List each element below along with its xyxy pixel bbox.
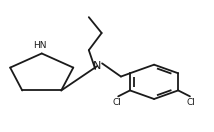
Text: N: N <box>93 61 102 71</box>
Text: HN: HN <box>33 41 46 50</box>
Text: Cl: Cl <box>187 98 195 107</box>
Text: Cl: Cl <box>113 98 122 107</box>
